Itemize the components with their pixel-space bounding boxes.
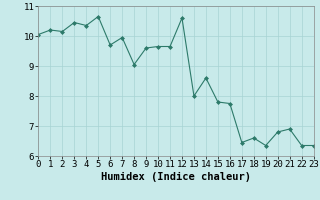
X-axis label: Humidex (Indice chaleur): Humidex (Indice chaleur) — [101, 172, 251, 182]
